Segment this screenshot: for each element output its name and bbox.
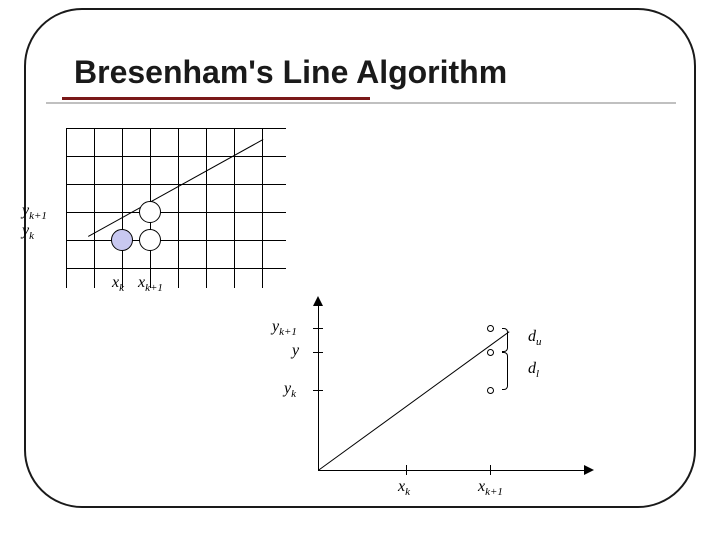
chart-line [318, 331, 510, 471]
x-axis-arrow [584, 465, 594, 475]
brace-dl [502, 352, 508, 390]
chart-label-xk: xk [398, 478, 410, 496]
label-yk: yk [22, 222, 34, 240]
label-dl: dl [528, 360, 539, 378]
x-axis [318, 470, 586, 471]
chart-label-yk: yk [284, 380, 296, 398]
label-xkplus1: xk+1 [138, 274, 163, 292]
chart-point-lower [487, 387, 494, 394]
distance-chart: yk+1 y yk xk xk+1 du dl [280, 300, 600, 500]
pixel-candidate-upper [139, 201, 161, 223]
chart-label-y: y [292, 342, 299, 360]
chart-label-ykplus1: yk+1 [272, 318, 297, 336]
label-du: du [528, 328, 542, 346]
chart-label-xkplus1: xk+1 [478, 478, 503, 496]
title-underline [46, 102, 676, 104]
chart-point-line [487, 349, 494, 356]
chart-point-upper [487, 325, 494, 332]
title-underline-accent [62, 97, 370, 100]
pixel-grid-diagram: yk+1 yk xk xk+1 [66, 128, 286, 288]
grid-diagonal-line [88, 139, 263, 237]
brace-du [502, 328, 508, 352]
label-ykplus1: yk+1 [22, 202, 47, 220]
label-xk: xk [112, 274, 124, 292]
pixel-grid [66, 128, 286, 288]
y-axis-arrow [313, 296, 323, 306]
pixel-current [111, 229, 133, 251]
slide-title: Bresenham's Line Algorithm [74, 54, 507, 91]
pixel-candidate-lower [139, 229, 161, 251]
